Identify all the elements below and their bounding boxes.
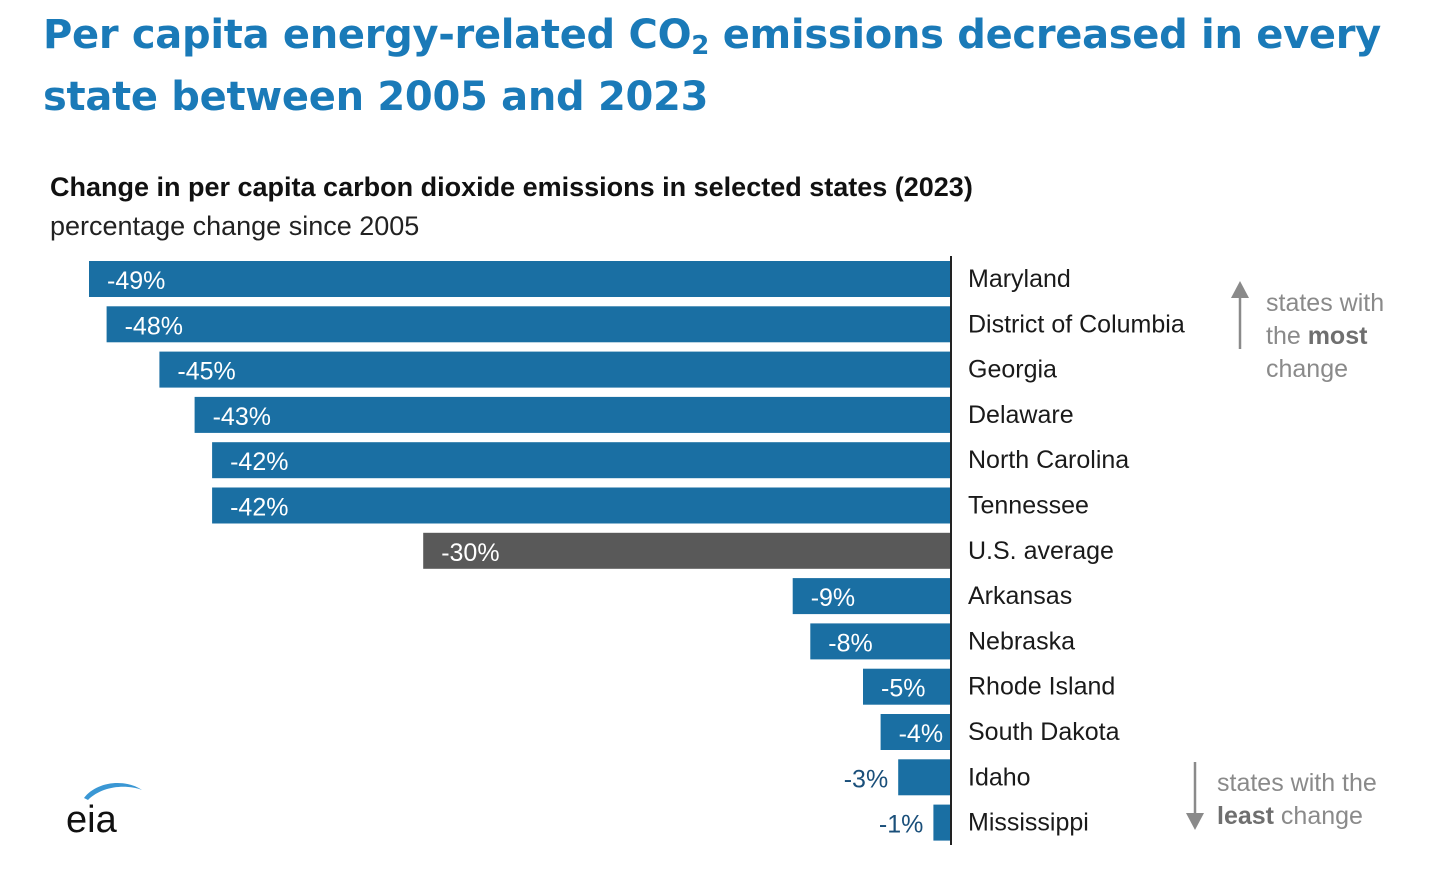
category-label-delaware: Delaware xyxy=(968,401,1074,429)
headline-text: Per capita energy-related CO xyxy=(43,12,692,58)
value-label-maryland: -49% xyxy=(107,267,165,295)
headline-text-end: emissions decreased in every state betwe… xyxy=(43,12,1381,120)
value-label-rhode-island: -5% xyxy=(881,675,925,703)
chart-title: Change in per capita carbon dioxide emis… xyxy=(50,172,973,202)
bar-rhode-island xyxy=(863,668,951,705)
bar-south-dakota xyxy=(880,714,951,750)
down-arrow-icon xyxy=(1186,762,1204,830)
category-label-arkansas: Arkansas xyxy=(968,582,1072,610)
most-annotation-line3: change xyxy=(1266,355,1349,383)
category-label-georgia: Georgia xyxy=(968,356,1057,384)
value-label-mississippi: -1% xyxy=(879,811,923,839)
bar-arkansas xyxy=(792,578,951,615)
value-label-delaware: -43% xyxy=(213,403,271,431)
category-label-nebraska: Nebraska xyxy=(968,627,1075,655)
headline: Per capita energy-related CO2 emissions … xyxy=(43,4,1433,128)
labels-layer: -49% Maryland -48% District of Columbia -45%… xyxy=(107,265,1185,839)
value-label-u-s-average: -30% xyxy=(441,539,499,567)
logo-swoosh-icon xyxy=(84,783,142,800)
least-annotation-line2: least change xyxy=(1217,802,1363,830)
most-change-annotation: states with the most change xyxy=(1266,287,1384,386)
most-annotation-line1: states with xyxy=(1266,289,1385,317)
value-label-idaho: -3% xyxy=(844,765,888,793)
logo-text: eia xyxy=(66,799,118,836)
category-label-mississippi: Mississippi xyxy=(968,809,1089,837)
chart-subtitle: percentage change since 2005 xyxy=(50,211,420,241)
bar-mississippi xyxy=(933,804,951,841)
least-emphasis: least xyxy=(1217,802,1274,830)
bar-district-of-columbia xyxy=(106,306,952,343)
value-label-district-of-columbia: -48% xyxy=(125,312,183,340)
value-label-tennessee: -42% xyxy=(230,494,288,522)
bars-layer xyxy=(89,261,952,841)
category-label-u-s-average: U.S. average xyxy=(968,537,1114,565)
bar-delaware xyxy=(194,396,952,433)
most-emphasis: most xyxy=(1307,322,1368,350)
bar-north-carolina xyxy=(212,442,952,479)
least-change-annotation: states with the least change xyxy=(1217,767,1377,833)
bar-idaho xyxy=(898,759,951,796)
category-label-south-dakota: South Dakota xyxy=(968,718,1120,746)
value-label-south-dakota: -4% xyxy=(899,720,943,748)
bar-u-s-average xyxy=(423,532,951,569)
bar-nebraska xyxy=(810,623,951,660)
value-label-georgia: -45% xyxy=(177,358,235,386)
category-label-rhode-island: Rhode Island xyxy=(968,673,1115,701)
category-label-idaho: Idaho xyxy=(968,763,1031,791)
eia-logo: eia xyxy=(66,783,142,836)
up-arrow-icon xyxy=(1231,281,1249,349)
category-label-tennessee: Tennessee xyxy=(968,492,1089,520)
bar-tennessee xyxy=(212,487,952,524)
most-annotation-line2: the most xyxy=(1266,322,1368,350)
category-label-maryland: Maryland xyxy=(968,265,1071,293)
value-label-arkansas: -9% xyxy=(811,584,855,612)
value-label-nebraska: -8% xyxy=(828,629,872,657)
bar-maryland xyxy=(89,261,951,297)
headline-subscript: 2 xyxy=(691,31,710,61)
category-label-north-carolina: North Carolina xyxy=(968,446,1129,474)
bar-georgia xyxy=(159,351,951,388)
category-label-district-of-columbia: District of Columbia xyxy=(968,310,1185,338)
value-label-north-carolina: -42% xyxy=(230,448,288,476)
least-annotation-line1: states with the xyxy=(1217,769,1377,797)
